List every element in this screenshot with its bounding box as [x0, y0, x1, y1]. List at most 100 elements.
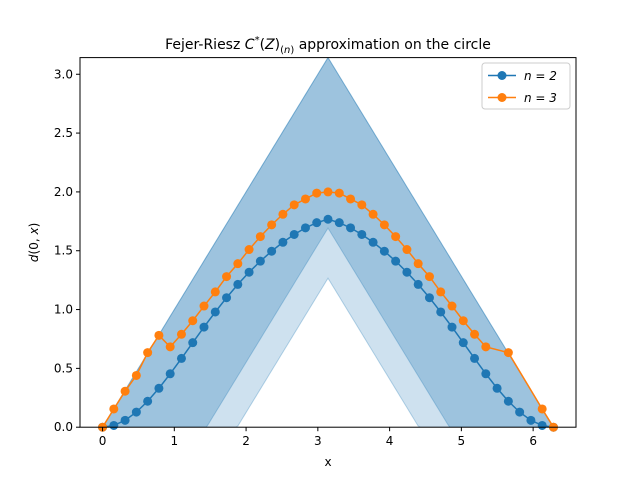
point-n2: [537, 420, 547, 430]
point-n2: [526, 415, 536, 425]
point-n3: [436, 287, 446, 297]
point-n3: [447, 301, 457, 311]
point-n2: [470, 353, 480, 363]
point-n2: [346, 223, 356, 233]
point-n2: [503, 396, 513, 406]
point-n3: [503, 348, 513, 358]
legend: n = 2 n = 3: [481, 62, 571, 110]
point-n3: [255, 232, 265, 242]
point-n2: [233, 279, 243, 289]
x-tick-label: 0: [99, 434, 107, 448]
point-n2: [244, 267, 254, 277]
point-n3: [244, 245, 254, 255]
point-n2: [402, 267, 412, 277]
point-n2: [424, 293, 434, 303]
legend-entry-n3: n = 3: [488, 91, 557, 105]
y-tick-label: 3.0: [54, 67, 73, 81]
point-n2: [334, 218, 344, 228]
y-tick-label: 1.5: [54, 244, 73, 258]
legend-marker-n2: [497, 71, 507, 80]
point-n2: [131, 407, 141, 417]
point-n2: [413, 279, 423, 289]
y-tick-label: 0.5: [54, 361, 73, 375]
point-n3: [323, 187, 333, 197]
point-n3: [289, 200, 299, 210]
x-axis-ticks: 0 1 2 3 4 5 6: [99, 427, 537, 448]
point-n3: [222, 272, 232, 282]
point-n3: [199, 301, 209, 311]
point-n3: [413, 259, 423, 269]
point-n2: [210, 307, 220, 317]
point-n2: [199, 322, 209, 332]
point-n3: [424, 272, 434, 282]
point-n3: [210, 287, 220, 297]
point-n2: [143, 396, 153, 406]
y-axis-label: d(0, x): [27, 223, 41, 262]
legend-label-n2: n = 2: [524, 69, 557, 83]
point-n3: [368, 209, 378, 219]
point-n3: [402, 245, 412, 255]
x-tick-label: 5: [458, 434, 466, 448]
point-n2: [255, 256, 265, 266]
point-n2: [176, 353, 186, 363]
y-tick-label: 2.0: [54, 185, 73, 199]
legend-marker-n3: [497, 93, 507, 102]
point-n2: [222, 293, 232, 303]
chart-title: Fejer-Riesz C*(Z)(n) approximation on th…: [165, 35, 491, 56]
point-n2: [109, 420, 119, 430]
point-n2: [165, 369, 175, 379]
point-n3: [379, 220, 389, 230]
point-n2: [323, 214, 333, 224]
point-n3: [109, 404, 119, 414]
point-n3: [120, 386, 130, 396]
point-n2: [515, 407, 525, 417]
legend-label-n3: n = 3: [524, 91, 557, 105]
point-n2: [120, 415, 130, 425]
y-tick-label: 2.5: [54, 126, 73, 140]
point-n3: [300, 194, 310, 204]
point-n2: [368, 237, 378, 247]
x-axis-label: x: [324, 455, 331, 469]
point-n3: [481, 342, 491, 352]
point-n3: [537, 404, 547, 414]
point-n2: [436, 307, 446, 317]
point-n3: [131, 370, 141, 380]
point-n2: [289, 229, 299, 239]
point-n2: [458, 338, 468, 348]
y-tick-label: 0.0: [54, 420, 73, 434]
x-tick-label: 2: [242, 434, 250, 448]
point-n2: [188, 338, 198, 348]
point-n2: [492, 383, 502, 393]
point-n3: [143, 348, 153, 358]
point-n3: [176, 329, 186, 339]
point-n3: [357, 200, 367, 210]
series-3: [98, 187, 558, 432]
point-n2: [154, 383, 164, 393]
x-tick-label: 6: [529, 434, 537, 448]
point-n2: [447, 322, 457, 332]
point-n2: [481, 369, 491, 379]
y-axis-ticks: 0.0 0.5 1.0 1.5 2.0 2.5 3.0: [54, 67, 80, 434]
plot-frame: [79, 57, 577, 428]
point-n2: [391, 256, 401, 266]
legend-entry-n2: n = 2: [488, 69, 557, 83]
point-n2: [300, 223, 310, 233]
point-n3: [312, 188, 322, 198]
point-n3: [346, 194, 356, 204]
point-n2: [267, 246, 277, 256]
point-n3: [165, 342, 175, 352]
point-n2: [379, 246, 389, 256]
point-n2: [278, 237, 288, 247]
point-n3: [267, 220, 277, 230]
x-tick-label: 4: [386, 434, 394, 448]
point-n3: [233, 259, 243, 269]
x-tick-label: 1: [170, 434, 178, 448]
point-n3: [334, 188, 344, 198]
point-n3: [458, 316, 468, 326]
y-tick-label: 1.0: [54, 303, 73, 317]
x-tick-label: 3: [314, 434, 322, 448]
point-n3: [470, 329, 480, 339]
point-n2: [357, 229, 367, 239]
point-n2: [312, 218, 322, 228]
